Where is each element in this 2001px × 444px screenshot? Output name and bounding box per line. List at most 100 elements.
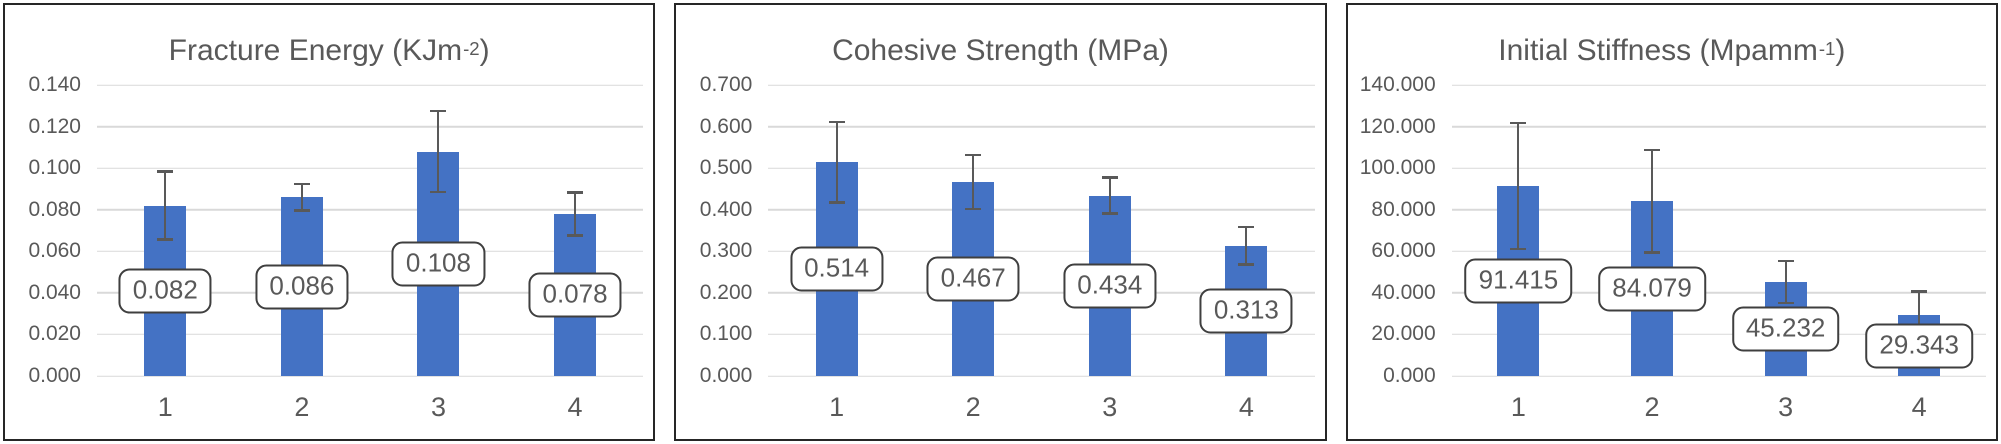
x-axis-category-label: 2 bbox=[1644, 392, 1660, 422]
error-bar-top-cap bbox=[157, 170, 174, 173]
error-bar-bottom-cap bbox=[157, 238, 174, 241]
gridline bbox=[768, 208, 1315, 211]
error-bar bbox=[1644, 148, 1661, 254]
gridline bbox=[1451, 125, 1986, 128]
error-bar-line bbox=[574, 191, 577, 237]
x-axis-category-label: 1 bbox=[829, 392, 845, 422]
error-bar-line bbox=[1784, 259, 1787, 305]
error-bar-line bbox=[1245, 225, 1248, 266]
gridline bbox=[768, 375, 1315, 377]
x-axis-labels: 1 2 3 4 bbox=[1452, 376, 1986, 436]
y-axis-tick-label: 40.000 bbox=[1371, 280, 1436, 304]
y-axis-tick-label: 0.120 bbox=[28, 114, 81, 138]
chart-title-suffix: ) bbox=[1158, 34, 1169, 67]
error-bar-line bbox=[300, 182, 303, 212]
error-bar-bottom-cap bbox=[567, 234, 584, 237]
x-axis-category-label: 3 bbox=[1102, 392, 1118, 422]
gridline bbox=[97, 375, 644, 377]
y-axis-tick-label: 0.300 bbox=[699, 239, 753, 263]
data-label: 84.079 bbox=[1598, 266, 1706, 312]
y-axis: 0.000 20.000 40.000 60.000 80.000 100.000 120.… bbox=[1348, 73, 1452, 387]
error-bar-bottom-cap bbox=[1777, 301, 1794, 305]
error-bar-top-cap bbox=[1101, 176, 1118, 179]
error-bar-bottom-cap bbox=[430, 190, 447, 194]
chart-title-text: Initial Stiffness (Mpamm bbox=[1498, 34, 1818, 67]
y-axis-tick-label: 20.000 bbox=[1371, 322, 1436, 346]
chart-body: 0.000 20.000 40.000 60.000 80.000 100.000 120.… bbox=[1348, 73, 1996, 387]
gridline bbox=[768, 250, 1315, 253]
chart-body: 0.000 0.100 0.200 0.300 0.400 0.500 0.600 0.700… bbox=[676, 73, 1324, 387]
data-label: 91.415 bbox=[1464, 258, 1573, 304]
gridline bbox=[1451, 375, 1986, 377]
y-axis-tick-label: 0.000 bbox=[1383, 364, 1436, 387]
y-axis-tick-label: 80.000 bbox=[1371, 197, 1436, 221]
y-axis-tick-label: 60.000 bbox=[1371, 239, 1436, 263]
y-axis-tick-label: 0.000 bbox=[28, 364, 81, 387]
error-bar bbox=[567, 191, 584, 237]
chart-body: 0.000 0.020 0.040 0.060 0.080 0.100 0.120 0.140… bbox=[5, 73, 653, 387]
data-label: 45.232 bbox=[1731, 306, 1840, 352]
y-axis-tick-label: 0.500 bbox=[699, 156, 753, 180]
error-bar-top-cap bbox=[1644, 148, 1661, 152]
data-label: 0.108 bbox=[391, 241, 485, 287]
error-bar-top-cap bbox=[293, 182, 310, 186]
error-bar-line bbox=[1918, 290, 1921, 340]
data-label: 0.078 bbox=[528, 272, 622, 318]
data-label: 0.086 bbox=[255, 264, 349, 310]
chart-title-suffix: ) bbox=[1835, 34, 1846, 67]
gridline bbox=[768, 292, 1315, 294]
error-bar-bottom-cap bbox=[1644, 251, 1661, 254]
gridline bbox=[1451, 84, 1986, 86]
error-bar-bottom-cap bbox=[1101, 212, 1118, 215]
error-bar bbox=[1510, 121, 1527, 251]
chart-title: Fracture Energy (KJm -2) bbox=[5, 5, 653, 85]
data-label: 0.467 bbox=[926, 256, 1020, 302]
error-bar-top-cap bbox=[828, 120, 845, 124]
error-bar bbox=[293, 182, 310, 212]
data-label: 29.343 bbox=[1865, 323, 1973, 368]
error-bar-line bbox=[1108, 176, 1111, 215]
y-axis: 0.000 0.100 0.200 0.300 0.400 0.500 0.600 0.700 bbox=[676, 73, 768, 387]
x-axis-category-label: 2 bbox=[965, 392, 981, 422]
error-bar-top-cap bbox=[567, 191, 584, 194]
y-axis-tick-label: 140.000 bbox=[1359, 73, 1436, 96]
gridline bbox=[97, 292, 644, 294]
y-axis-tick-label: 0.020 bbox=[28, 322, 81, 346]
error-bar bbox=[1101, 176, 1118, 215]
error-bar-bottom-cap bbox=[293, 209, 310, 212]
error-bar-bottom-cap bbox=[1238, 263, 1255, 266]
data-label: 0.082 bbox=[118, 268, 212, 314]
plot-area: 0.082 0.086 0.108 0.078 bbox=[97, 84, 644, 377]
gridline bbox=[97, 125, 644, 128]
error-bar bbox=[1238, 225, 1255, 266]
x-axis-category-label: 3 bbox=[1778, 392, 1794, 422]
error-bar-top-cap bbox=[1238, 225, 1255, 229]
y-axis-tick-label: 0.100 bbox=[28, 156, 81, 180]
error-bar-bottom-cap bbox=[828, 201, 845, 204]
error-bar-top-cap bbox=[1510, 121, 1527, 125]
y-axis-tick-label: 0.200 bbox=[699, 280, 753, 304]
error-bar-top-cap bbox=[1777, 259, 1794, 263]
gridline bbox=[1451, 250, 1986, 253]
error-bar-top-cap bbox=[1911, 290, 1928, 293]
gridline bbox=[768, 333, 1315, 336]
y-axis-tick-label: 0.000 bbox=[699, 364, 753, 387]
y-axis: 0.000 0.020 0.040 0.060 0.080 0.100 0.120 0.140 bbox=[5, 73, 97, 387]
chart-title-suffix: ) bbox=[479, 34, 490, 67]
error-bar-line bbox=[835, 120, 838, 204]
x-axis-category-label: 4 bbox=[1911, 392, 1927, 422]
chart-panel: Initial Stiffness (Mpamm -1) 0.000 20.000 40… bbox=[1345, 3, 1998, 441]
error-bar bbox=[157, 170, 174, 241]
gridline bbox=[97, 208, 644, 211]
chart-panel: Fracture Energy (KJm -2) 0.000 0.020 0.040 0.… bbox=[3, 3, 656, 441]
y-axis-tick-label: 0.080 bbox=[28, 197, 81, 221]
gridline bbox=[97, 333, 644, 336]
plot-area: 0.514 0.467 0.434 0.313 bbox=[768, 84, 1315, 377]
y-axis-tick-label: 0.140 bbox=[28, 73, 81, 96]
x-axis-category-label: 4 bbox=[567, 392, 583, 422]
gridline bbox=[1451, 167, 1986, 169]
y-axis-tick-label: 0.040 bbox=[28, 280, 81, 304]
error-bar-bottom-cap bbox=[965, 207, 982, 211]
chart-panel: Cohesive Strength (MPa) 0.000 0.100 0.200 0.… bbox=[674, 3, 1327, 441]
